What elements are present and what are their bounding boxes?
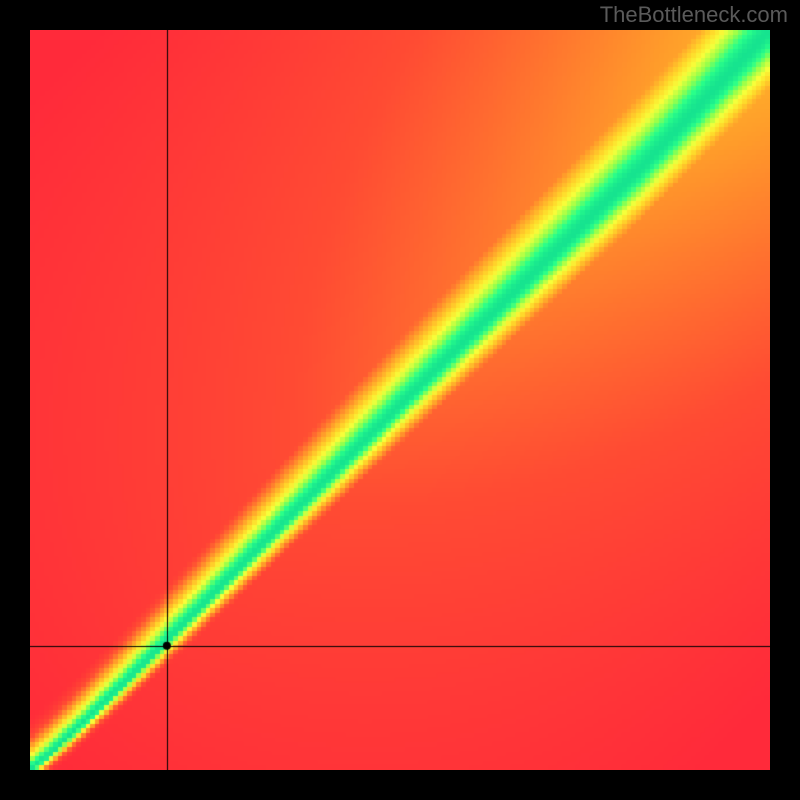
chart-container: TheBottleneck.com	[0, 0, 800, 800]
plot-frame	[30, 30, 770, 770]
bottleneck-heatmap	[30, 30, 770, 770]
watermark-text: TheBottleneck.com	[600, 2, 788, 28]
